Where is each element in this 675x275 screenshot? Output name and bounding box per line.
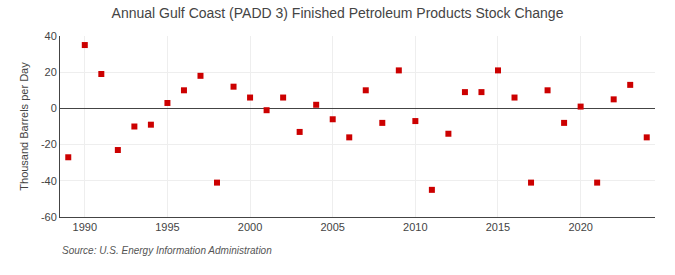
svg-text:2020: 2020	[568, 221, 592, 233]
svg-text:2000: 2000	[238, 221, 262, 233]
svg-text:1990: 1990	[73, 221, 97, 233]
svg-text:Annual Gulf Coast (PADD 3) Fin: Annual Gulf Coast (PADD 3) Finished Petr…	[112, 5, 564, 21]
svg-text:-20: -20	[41, 138, 57, 150]
svg-text:Source: U.S. Energy Informatio: Source: U.S. Energy Information Administ…	[62, 245, 272, 256]
svg-text:-40: -40	[41, 175, 57, 187]
svg-text:Thousand Barrels per Day: Thousand Barrels per Day	[18, 62, 30, 191]
svg-text:2005: 2005	[320, 221, 344, 233]
svg-text:20: 20	[45, 66, 57, 78]
svg-text:1995: 1995	[155, 221, 179, 233]
svg-text:0: 0	[51, 102, 57, 114]
svg-text:40: 40	[45, 30, 57, 42]
svg-text:-60: -60	[41, 211, 57, 223]
svg-text:2015: 2015	[486, 221, 510, 233]
svg-text:2010: 2010	[403, 221, 427, 233]
